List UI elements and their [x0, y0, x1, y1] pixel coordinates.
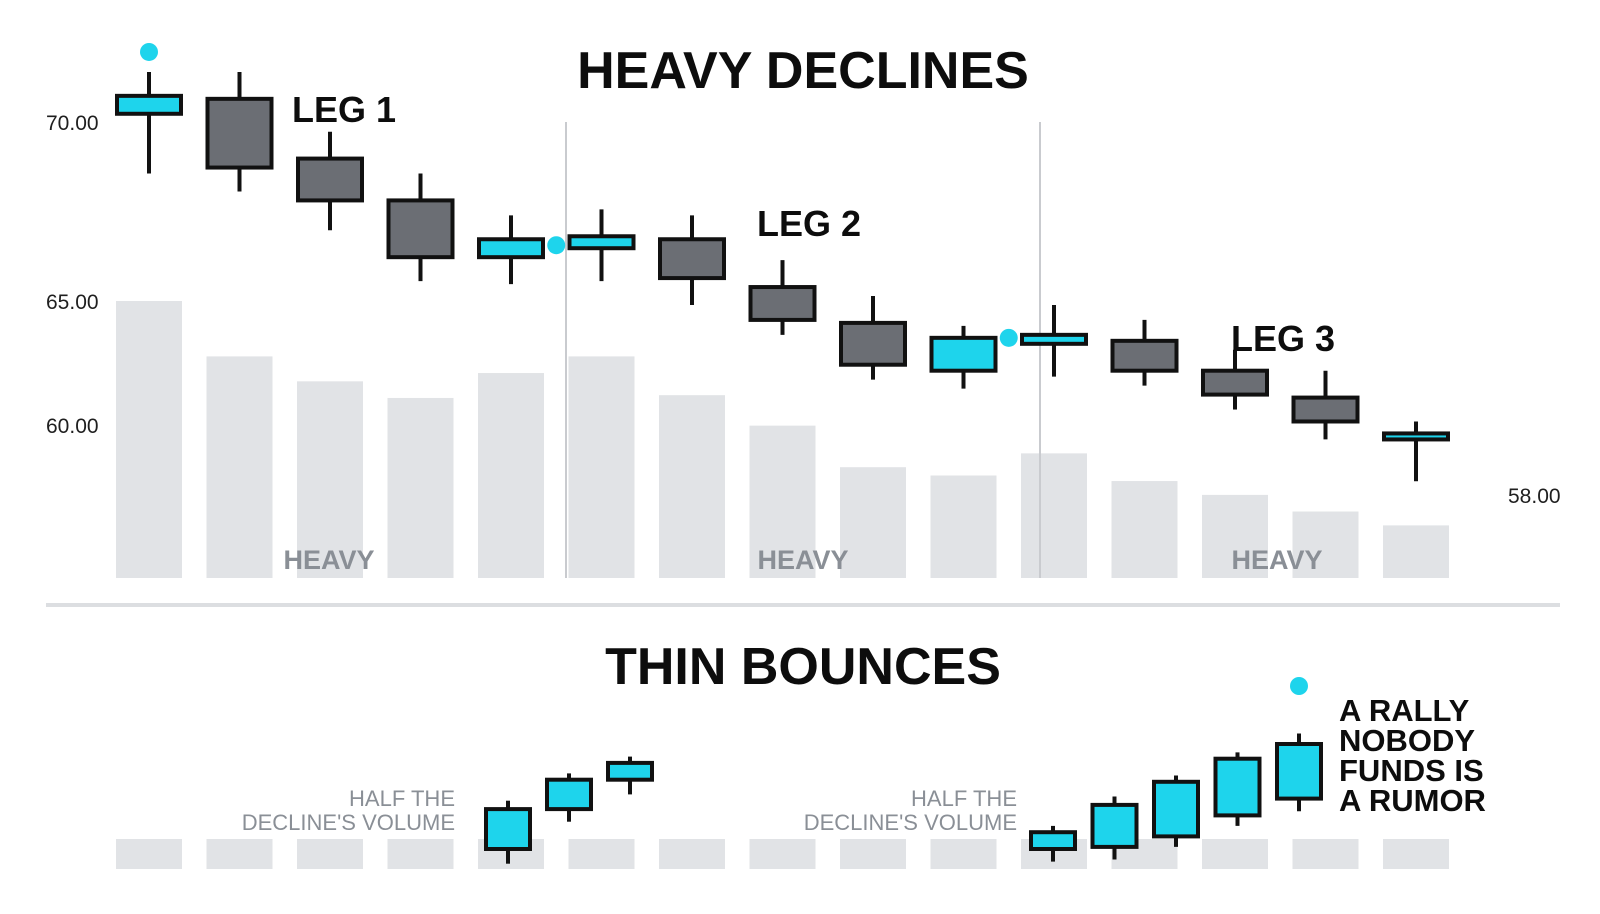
top-chart-title: HEAVY DECLINES	[577, 42, 1029, 100]
callout-line-1: A RALLY	[1339, 693, 1470, 728]
volume-bar	[749, 839, 816, 869]
bottom-candles	[484, 733, 1323, 864]
bounce-candle-up	[1213, 756, 1262, 818]
y-tick-label: 70.00	[46, 112, 99, 135]
bounce-candle-up	[1029, 830, 1077, 852]
bounce-candle-up	[484, 807, 532, 851]
candle-up	[929, 335, 998, 373]
marker-dot	[547, 236, 566, 255]
volume-bar	[387, 839, 454, 869]
volume-bar	[1202, 494, 1268, 578]
volume-bar	[297, 381, 363, 578]
bottom-chart-title: THIN BOUNCES	[605, 638, 1001, 696]
volume-bar	[930, 839, 997, 869]
bounce-candle-up	[545, 777, 593, 812]
volume-bar	[1111, 481, 1178, 578]
volume-bar	[1292, 839, 1359, 869]
top-volume-bars	[116, 301, 1449, 578]
bounce-candle-up	[606, 760, 654, 782]
volume-bar	[840, 839, 906, 869]
volume-bar	[478, 373, 544, 578]
last-price-label: 58.00	[1508, 485, 1561, 508]
candle-down	[1110, 338, 1179, 373]
volume-bar	[1292, 511, 1359, 578]
volume-bar	[116, 301, 182, 578]
candle-down	[658, 237, 726, 281]
volume-note-line-1: HALF THE	[349, 786, 455, 811]
volume-label-heavy: HEAVY	[1231, 545, 1322, 575]
volume-bar	[749, 425, 816, 578]
volume-bar	[659, 839, 725, 869]
bottom-volume-bars	[116, 839, 1449, 869]
candle-up	[1382, 431, 1450, 442]
candle-down	[386, 198, 455, 260]
volume-note-line-2: DECLINE'S VOLUME	[804, 810, 1017, 835]
callout-line-2: NOBODY	[1339, 723, 1475, 758]
candle-down	[748, 285, 817, 322]
volume-bar	[840, 467, 906, 578]
volume-bar	[387, 397, 454, 578]
bounce-candle-up	[1090, 802, 1139, 849]
candle-down	[839, 320, 907, 367]
candle-up	[567, 234, 636, 251]
y-tick-label: 60.00	[46, 415, 99, 438]
candle-down	[205, 96, 274, 170]
top-panel: HEAVY DECLINES LEG 1 LEG 2 LEG 3 70.00 6…	[46, 42, 1561, 578]
bottom-panel: THIN BOUNCES HALF THE DECLINE'S VOLUME H…	[116, 638, 1486, 869]
volume-bar	[659, 395, 725, 578]
leg-3-label: LEG 3	[1231, 318, 1335, 359]
candle-up	[477, 237, 545, 260]
candle-down	[1201, 368, 1269, 397]
volume-bar	[568, 356, 635, 578]
volume-note-line-1: HALF THE	[911, 786, 1017, 811]
bounce-candle-up	[1275, 742, 1323, 801]
candle-down	[296, 156, 364, 203]
marker-dot	[999, 328, 1018, 347]
callout-line-4: A RUMOR	[1339, 783, 1486, 818]
volume-bar	[1383, 839, 1449, 869]
candle-up	[1020, 332, 1088, 346]
rally-marker-dot	[1290, 677, 1308, 695]
marker-dot	[140, 42, 158, 61]
candle-down	[1291, 395, 1360, 424]
candle-up	[115, 93, 183, 116]
bounce-candle-up	[1152, 779, 1200, 839]
volume-bar	[297, 839, 363, 869]
volume-label-heavy: HEAVY	[283, 545, 374, 575]
volume-bar	[206, 356, 273, 578]
volume-bar	[568, 839, 635, 869]
callout-line-3: FUNDS IS	[1339, 753, 1484, 788]
volume-bar	[116, 839, 182, 869]
volume-note-line-2: DECLINE'S VOLUME	[242, 810, 455, 835]
top-markers	[140, 42, 1018, 347]
volume-bar	[1021, 453, 1087, 578]
volume-bar	[206, 839, 273, 869]
y-tick-label: 65.00	[46, 291, 99, 314]
volume-bar	[1383, 525, 1449, 578]
volume-label-heavy: HEAVY	[757, 545, 848, 575]
leg-2-label: LEG 2	[757, 203, 861, 244]
volume-bar	[930, 475, 997, 578]
top-candles	[115, 71, 1450, 482]
volume-bar	[1202, 839, 1268, 869]
leg-1-label: LEG 1	[292, 89, 396, 130]
